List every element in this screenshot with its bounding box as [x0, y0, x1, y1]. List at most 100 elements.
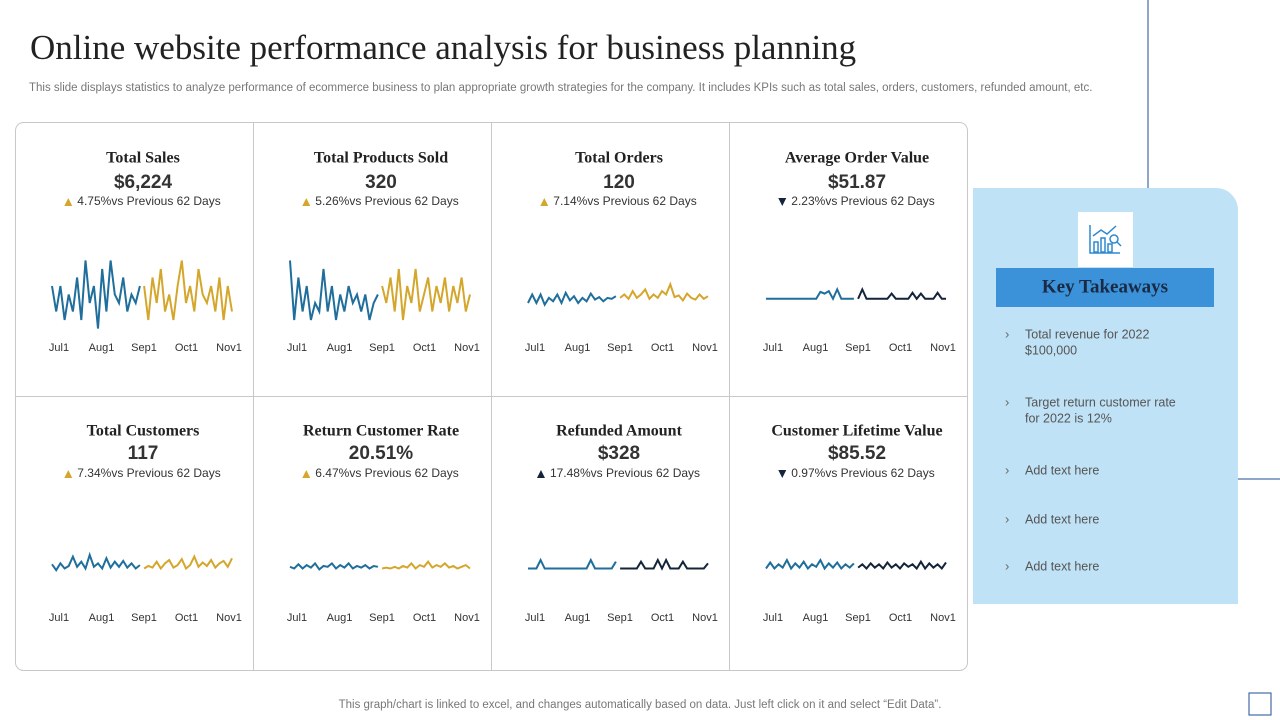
sparkline [528, 557, 617, 570]
trend-arrow [302, 470, 311, 478]
sparkline [143, 260, 233, 321]
title: Online website performance analysis for … [30, 28, 856, 67]
kpi-title: Total Products Sold [314, 150, 448, 167]
takeaways-panel [973, 188, 1003, 604]
bullet: › [1005, 511, 1009, 526]
bullet: › [1005, 558, 1009, 573]
comparison: vs Previous 62 Days [591, 466, 700, 480]
kpi-value: 20.51% [349, 443, 414, 464]
trend-arrow [778, 470, 787, 478]
change-value: 6.47% [315, 466, 349, 480]
x-tick-label: Oct1 [175, 612, 198, 624]
x-tick-label: Sep1 [369, 342, 395, 354]
trend-arrow [64, 198, 73, 206]
sparkline [620, 557, 709, 571]
x-tick-label: Nov1 [930, 612, 956, 624]
x-tick-label: Sep1 [369, 612, 395, 624]
change-value: 0.97% [791, 466, 825, 480]
kpi-value: $328 [598, 443, 640, 464]
subtitle: This slide displays statistics to analyz… [29, 82, 1092, 94]
x-tick-label: Aug1 [89, 342, 115, 354]
trend-arrow [64, 470, 73, 478]
kpi-value: 117 [128, 443, 159, 464]
kpi-title: Total Customers [87, 423, 200, 440]
x-tick-label: Jul1 [49, 342, 69, 354]
x-tick-label: Aug1 [565, 342, 591, 354]
kpi-value: 120 [603, 172, 635, 193]
kpi-value: $6,224 [114, 172, 173, 193]
takeaway-text: Add text here [1025, 463, 1099, 477]
sparkline [619, 281, 709, 303]
comparison: vs Previous 62 Days [825, 194, 934, 208]
x-tick-label: Jul1 [763, 342, 783, 354]
x-tick-label: Sep1 [845, 342, 871, 354]
sparkline [765, 557, 855, 571]
x-tick-label: Sep1 [845, 612, 871, 624]
trend-arrow [540, 198, 549, 206]
trend-arrow [302, 198, 311, 206]
kpi-change: 4.75%vs Previous 62 Days [77, 194, 220, 208]
change-value: 5.26% [315, 194, 349, 208]
x-tick-label: Oct1 [889, 612, 912, 624]
decor-square [1248, 692, 1272, 716]
sparkline [143, 554, 233, 571]
takeaway-text: Add text here [1025, 559, 1099, 573]
x-tick-label: Nov1 [454, 612, 480, 624]
change-value: 4.75% [77, 194, 111, 208]
sparkline [857, 559, 947, 571]
x-tick-label: Oct1 [175, 342, 198, 354]
x-tick-label: Oct1 [651, 342, 674, 354]
takeaway-text: Add text here [1025, 512, 1099, 526]
takeaways-header [996, 268, 1214, 307]
bullet: › [1005, 326, 1009, 341]
x-tick-label: Aug1 [803, 342, 829, 354]
comparison: vs Previous 62 Days [349, 466, 458, 480]
x-tick-label: Oct1 [413, 342, 436, 354]
kpi-change: 7.14%vs Previous 62 Days [553, 194, 696, 208]
x-tick-label: Sep1 [607, 612, 633, 624]
comparison: vs Previous 62 Days [587, 194, 696, 208]
x-tick-label: Jul1 [525, 342, 545, 354]
x-tick-label: Jul1 [525, 612, 545, 624]
x-tick-label: Nov1 [930, 342, 956, 354]
x-tick-label: Jul1 [49, 612, 69, 624]
x-tick-label: Aug1 [565, 612, 591, 624]
sparkline [51, 260, 141, 329]
kpi-title: Return Customer Rate [303, 423, 459, 440]
change-value: 7.34% [77, 466, 111, 480]
sparkline [51, 551, 141, 573]
x-tick-label: Nov1 [454, 342, 480, 354]
sparkline [289, 561, 379, 571]
x-tick-label: Jul1 [287, 342, 307, 354]
takeaway-text: for 2022 is 12% [1025, 411, 1112, 425]
trend-arrow [778, 198, 787, 206]
kpi-title: Total Orders [575, 150, 663, 167]
x-tick-label: Aug1 [327, 612, 353, 624]
x-tick-label: Aug1 [327, 342, 353, 354]
sparkline [289, 260, 379, 321]
kpi-title: Total Sales [106, 150, 180, 167]
sparkline [381, 560, 471, 570]
sparkline [857, 286, 946, 301]
x-tick-label: Nov1 [692, 612, 718, 624]
x-tick-label: Oct1 [889, 342, 912, 354]
kpi-title: Customer Lifetime Value [771, 423, 942, 440]
takeaway-text: Target return customer rate [1025, 395, 1176, 409]
bullet: › [1005, 394, 1009, 409]
bullet: › [1005, 462, 1009, 477]
kpi-change: 5.26%vs Previous 62 Days [315, 194, 458, 208]
sparkline [381, 268, 471, 321]
takeaways-panel [1208, 560, 1238, 604]
comparison: vs Previous 62 Days [111, 466, 220, 480]
x-tick-label: Jul1 [287, 612, 307, 624]
change-value: 17.48% [550, 466, 591, 480]
kpi-value: 320 [365, 172, 397, 193]
chart-icon [1089, 225, 1122, 254]
kpi-change: 17.48%vs Previous 62 Days [550, 466, 700, 480]
x-tick-label: Oct1 [413, 612, 436, 624]
takeaway-text: $100,000 [1025, 343, 1077, 357]
kpi-change: 7.34%vs Previous 62 Days [77, 466, 220, 480]
takeaway-text: Total revenue for 2022 [1025, 327, 1149, 341]
